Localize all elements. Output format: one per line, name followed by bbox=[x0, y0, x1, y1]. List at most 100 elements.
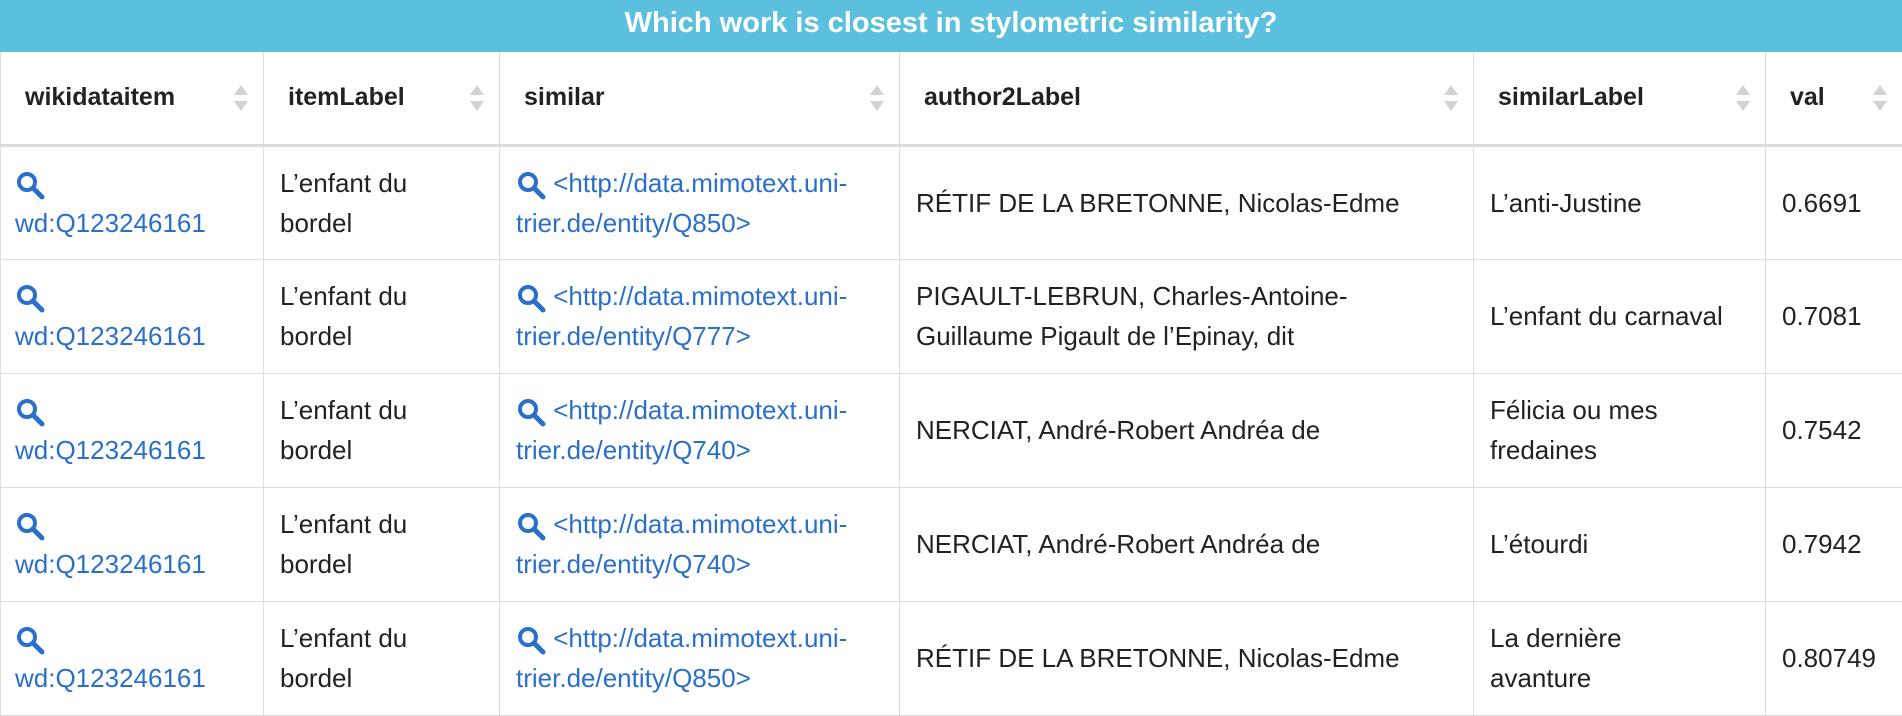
sort-arrows-icon[interactable] bbox=[233, 83, 249, 113]
magnifier-icon[interactable] bbox=[15, 511, 45, 541]
similar-entity-link[interactable]: trier.de/entity/Q740> bbox=[516, 435, 751, 465]
similar-label-line: L’anti-Justine bbox=[1490, 187, 1642, 218]
table-row: wd:Q123246161 L’enfant du bordel <http:/… bbox=[0, 486, 1902, 602]
similarity-value: 0.6691 bbox=[1782, 187, 1862, 218]
cell-similarlabel: L’enfant du carnaval bbox=[1473, 258, 1766, 374]
item-label-line: L’enfant du bbox=[280, 395, 408, 425]
wikidata-item-link[interactable]: wd:Q123246161 bbox=[15, 663, 206, 693]
item-label-line: bordel bbox=[280, 435, 353, 465]
results-table: wikidataitem itemLabel similar author2La… bbox=[0, 52, 1902, 716]
cell-similarlabel: L’étourdi bbox=[1473, 486, 1766, 602]
cell-author2label: NERCIAT, André-Robert Andréa de bbox=[899, 372, 1474, 488]
table-row: wd:Q123246161 L’enfant du bordel <http:/… bbox=[0, 372, 1902, 488]
item-label-line: L’enfant du bbox=[280, 509, 408, 539]
column-header-wikidataitem[interactable]: wikidataitem bbox=[0, 52, 264, 147]
column-header-author2label[interactable]: author2Label bbox=[899, 52, 1474, 147]
item-label-line: L’enfant du bbox=[280, 167, 408, 198]
magnifier-icon[interactable] bbox=[15, 283, 45, 313]
magnifier-icon[interactable] bbox=[516, 625, 546, 655]
cell-wikidataitem: wd:Q123246161 bbox=[0, 372, 264, 488]
similar-label-line: fredaines bbox=[1490, 435, 1597, 465]
cell-val: 0.7542 bbox=[1765, 372, 1902, 488]
wikidata-item-link[interactable]: wd:Q123246161 bbox=[15, 549, 206, 579]
item-label-line: bordel bbox=[280, 549, 353, 579]
similar-entity-link[interactable]: <http://data.mimotext.uni- bbox=[553, 509, 848, 539]
similar-entity-link[interactable]: <http://data.mimotext.uni- bbox=[553, 623, 848, 653]
cell-author2label: RÉTIF DE LA BRETONNE, Nicolas-Edme bbox=[899, 144, 1474, 260]
cell-itemlabel: L’enfant du bordel bbox=[263, 258, 500, 374]
column-header-itemlabel[interactable]: itemLabel bbox=[263, 52, 500, 147]
similar-label-line: L’étourdi bbox=[1490, 529, 1589, 559]
similarity-value: 0.7081 bbox=[1782, 301, 1862, 331]
cell-similar: <http://data.mimotext.uni- trier.de/enti… bbox=[499, 144, 900, 260]
sort-arrows-icon[interactable] bbox=[1735, 83, 1751, 113]
column-header-label: wikidataitem bbox=[25, 83, 176, 112]
similarity-value: 0.7942 bbox=[1782, 529, 1862, 559]
similar-entity-link[interactable]: trier.de/entity/Q850> bbox=[516, 663, 751, 693]
sort-arrows-icon[interactable] bbox=[469, 83, 485, 113]
item-label-line: L’enfant du bbox=[280, 281, 408, 311]
sort-arrows-icon[interactable] bbox=[1872, 83, 1888, 113]
cell-val: 0.7942 bbox=[1765, 486, 1902, 602]
magnifier-icon[interactable] bbox=[516, 170, 546, 200]
sort-arrows-icon[interactable] bbox=[1443, 83, 1459, 113]
similar-entity-link[interactable]: trier.de/entity/Q740> bbox=[516, 549, 751, 579]
wikidata-item-link[interactable]: wd:Q123246161 bbox=[15, 207, 206, 238]
similar-entity-link[interactable]: trier.de/entity/Q777> bbox=[516, 321, 751, 351]
similar-entity-link[interactable]: <http://data.mimotext.uni- bbox=[553, 395, 848, 425]
similarity-value: 0.80749 bbox=[1782, 643, 1876, 673]
cell-similar: <http://data.mimotext.uni- trier.de/enti… bbox=[499, 258, 900, 374]
cell-similarlabel: La dernière avanture bbox=[1473, 600, 1766, 716]
similarity-value: 0.7542 bbox=[1782, 415, 1862, 445]
cell-itemlabel: L’enfant du bordel bbox=[263, 372, 500, 488]
cell-wikidataitem: wd:Q123246161 bbox=[0, 486, 264, 602]
header-row: wikidataitem itemLabel similar author2La… bbox=[0, 52, 1902, 147]
magnifier-icon[interactable] bbox=[516, 397, 546, 427]
column-header-label: val bbox=[1790, 83, 1825, 112]
cell-author2label: NERCIAT, André-Robert Andréa de bbox=[899, 486, 1474, 602]
cell-wikidataitem: wd:Q123246161 bbox=[0, 600, 264, 716]
cell-itemlabel: L’enfant du bordel bbox=[263, 144, 500, 260]
cell-similar: <http://data.mimotext.uni- trier.de/enti… bbox=[499, 600, 900, 716]
cell-val: 0.6691 bbox=[1765, 144, 1902, 260]
column-header-similar[interactable]: similar bbox=[499, 52, 900, 147]
column-header-label: similar bbox=[524, 83, 605, 112]
author-label-line: NERCIAT, André-Robert Andréa de bbox=[916, 415, 1321, 445]
column-header-label: itemLabel bbox=[288, 83, 405, 112]
author-label-line: RÉTIF DE LA BRETONNE, Nicolas-Edme bbox=[916, 187, 1400, 218]
cell-wikidataitem: wd:Q123246161 bbox=[0, 144, 264, 260]
table-row: wd:Q123246161 L’enfant du bordel <http:/… bbox=[0, 600, 1902, 716]
magnifier-icon[interactable] bbox=[516, 283, 546, 313]
magnifier-icon[interactable] bbox=[15, 625, 45, 655]
similar-entity-link[interactable]: trier.de/entity/Q850> bbox=[516, 207, 751, 238]
sort-arrows-icon[interactable] bbox=[869, 83, 885, 113]
cell-val: 0.80749 bbox=[1765, 600, 1902, 716]
cell-similar: <http://data.mimotext.uni- trier.de/enti… bbox=[499, 486, 900, 602]
similar-entity-link[interactable]: <http://data.mimotext.uni- bbox=[553, 281, 848, 311]
table-row: wd:Q123246161 L’enfant du bordel <http:/… bbox=[0, 258, 1902, 374]
similar-label-line: avanture bbox=[1490, 663, 1592, 693]
column-header-val[interactable]: val bbox=[1765, 52, 1902, 147]
similar-label-line: Félicia ou mes bbox=[1490, 395, 1658, 425]
magnifier-icon[interactable] bbox=[15, 397, 45, 427]
item-label-line: L’enfant du bbox=[280, 623, 408, 653]
cell-similar: <http://data.mimotext.uni- trier.de/enti… bbox=[499, 372, 900, 488]
item-label-line: bordel bbox=[280, 663, 353, 693]
author-label-line: PIGAULT-LEBRUN, Charles-Antoine- bbox=[916, 281, 1348, 311]
cell-similarlabel: Félicia ou mes fredaines bbox=[1473, 372, 1766, 488]
author-label-line: RÉTIF DE LA BRETONNE, Nicolas-Edme bbox=[916, 643, 1400, 673]
results-title: Which work is closest in stylometric sim… bbox=[0, 0, 1902, 52]
magnifier-icon[interactable] bbox=[15, 170, 45, 200]
item-label-line: bordel bbox=[280, 207, 353, 238]
wikidata-item-link[interactable]: wd:Q123246161 bbox=[15, 435, 206, 465]
author-label-line: Guillaume Pigault de l’Epinay, dit bbox=[916, 321, 1295, 351]
column-header-similarlabel[interactable]: similarLabel bbox=[1473, 52, 1766, 147]
table-row: wd:Q123246161 L’enfant du bordel <http:/… bbox=[0, 144, 1902, 260]
similar-entity-link[interactable]: <http://data.mimotext.uni- bbox=[553, 167, 848, 198]
magnifier-icon[interactable] bbox=[516, 511, 546, 541]
wikidata-item-link[interactable]: wd:Q123246161 bbox=[15, 321, 206, 351]
cell-author2label: RÉTIF DE LA BRETONNE, Nicolas-Edme bbox=[899, 600, 1474, 716]
item-label-line: bordel bbox=[280, 321, 353, 351]
cell-itemlabel: L’enfant du bordel bbox=[263, 600, 500, 716]
